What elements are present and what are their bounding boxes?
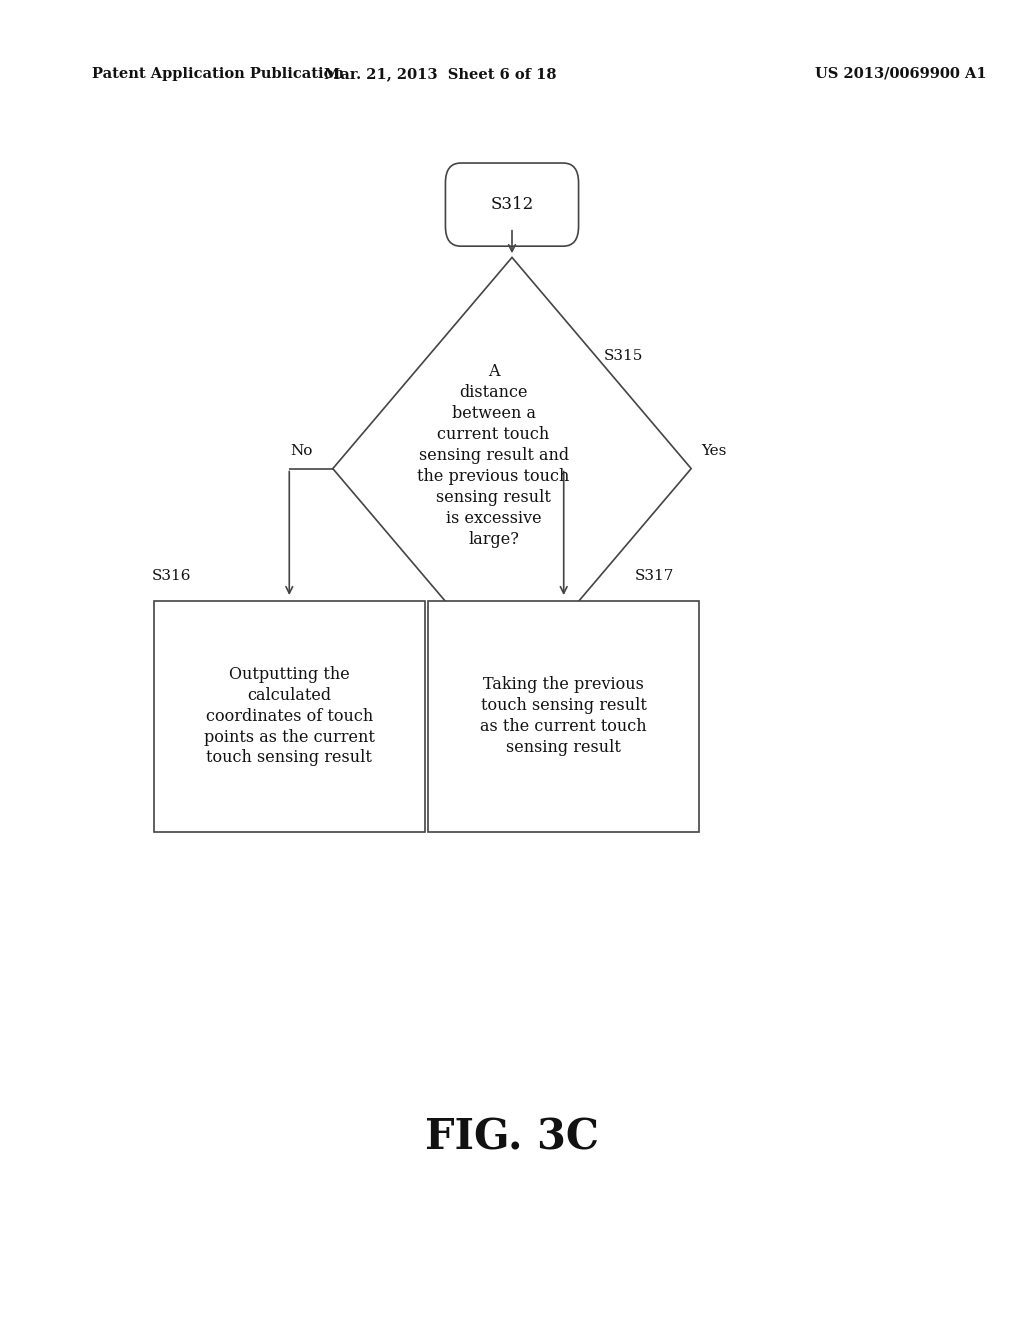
FancyBboxPatch shape: [445, 162, 579, 246]
Bar: [428, 601, 699, 832]
Polygon shape: [333, 257, 691, 680]
Text: No: No: [290, 444, 312, 458]
Text: Taking the previous
touch sensing result
as the current touch
sensing result: Taking the previous touch sensing result…: [480, 676, 647, 756]
Text: Yes: Yes: [701, 444, 727, 458]
Text: S312: S312: [490, 197, 534, 213]
Text: S317: S317: [635, 569, 674, 583]
Text: Patent Application Publication: Patent Application Publication: [92, 67, 344, 81]
Bar: [154, 601, 425, 832]
Text: A
distance
between a
current touch
sensing result and
the previous touch
sensing: A distance between a current touch sensi…: [418, 363, 569, 548]
Text: Mar. 21, 2013  Sheet 6 of 18: Mar. 21, 2013 Sheet 6 of 18: [324, 67, 557, 81]
Text: S315: S315: [604, 350, 643, 363]
Text: FIG. 3C: FIG. 3C: [425, 1117, 599, 1159]
Text: Outputting the
calculated
coordinates of touch
points as the current
touch sensi: Outputting the calculated coordinates of…: [204, 665, 375, 767]
Text: US 2013/0069900 A1: US 2013/0069900 A1: [815, 67, 987, 81]
Text: S316: S316: [152, 569, 191, 583]
